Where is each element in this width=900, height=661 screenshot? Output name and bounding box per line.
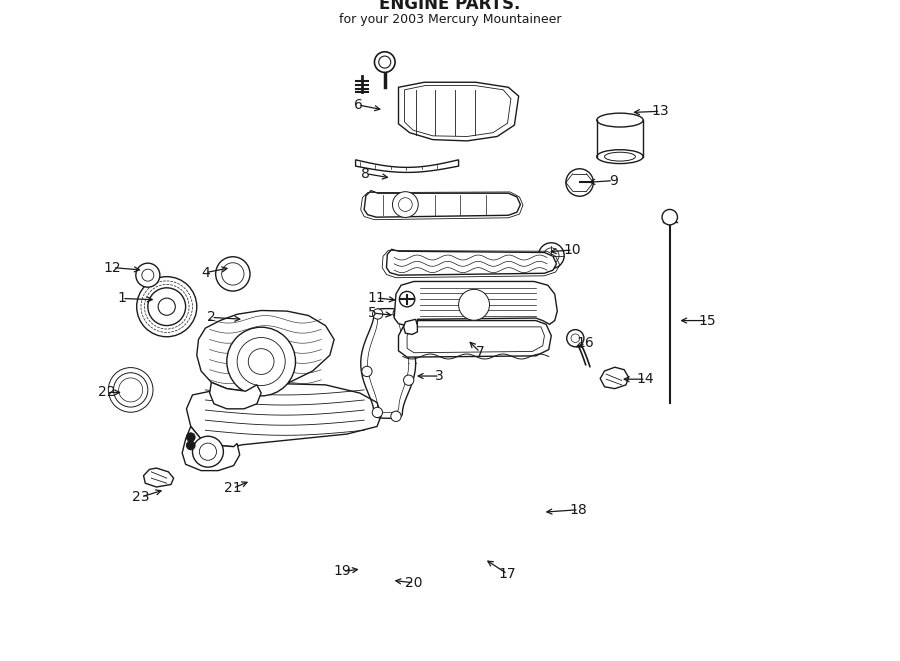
Text: 22: 22 (98, 385, 115, 399)
Polygon shape (403, 319, 418, 334)
Circle shape (113, 373, 148, 407)
Circle shape (248, 348, 274, 374)
Polygon shape (182, 426, 239, 471)
Text: 7: 7 (476, 345, 484, 359)
Text: 23: 23 (132, 490, 149, 504)
Circle shape (538, 243, 564, 268)
Text: for your 2003 Mercury Mountaineer: for your 2003 Mercury Mountaineer (338, 13, 562, 26)
Text: 6: 6 (354, 98, 363, 112)
Circle shape (119, 378, 143, 402)
Circle shape (571, 334, 580, 342)
Text: 17: 17 (499, 567, 517, 581)
Circle shape (186, 433, 195, 442)
Text: 16: 16 (577, 336, 595, 350)
Circle shape (544, 248, 559, 263)
Polygon shape (197, 311, 334, 391)
Circle shape (393, 308, 403, 319)
Circle shape (567, 330, 584, 347)
Circle shape (392, 192, 418, 217)
Polygon shape (399, 82, 518, 141)
Circle shape (221, 263, 244, 285)
Ellipse shape (605, 152, 635, 161)
Circle shape (566, 169, 593, 196)
Circle shape (399, 198, 412, 212)
Text: 2: 2 (207, 311, 216, 325)
Text: 4: 4 (201, 266, 210, 280)
Circle shape (459, 290, 490, 320)
Text: 19: 19 (334, 564, 352, 578)
Text: 11: 11 (367, 291, 385, 305)
Circle shape (662, 210, 678, 225)
Text: 9: 9 (608, 174, 617, 188)
Ellipse shape (597, 149, 644, 163)
Circle shape (374, 52, 395, 73)
Text: ENGINE PARTS.: ENGINE PARTS. (379, 0, 521, 13)
Text: 15: 15 (698, 313, 716, 328)
Polygon shape (364, 190, 520, 217)
Text: 5: 5 (368, 306, 377, 320)
Circle shape (237, 338, 285, 385)
Text: 1: 1 (118, 292, 127, 305)
Circle shape (400, 292, 415, 307)
Text: 10: 10 (564, 243, 581, 257)
Ellipse shape (597, 113, 644, 127)
Text: 13: 13 (652, 104, 669, 118)
Polygon shape (186, 383, 382, 447)
Circle shape (136, 263, 160, 287)
Polygon shape (386, 249, 556, 275)
Polygon shape (399, 321, 552, 357)
Circle shape (148, 288, 185, 326)
Text: 8: 8 (362, 167, 370, 180)
Circle shape (200, 443, 217, 460)
Polygon shape (394, 282, 557, 326)
Text: 21: 21 (224, 481, 241, 495)
Circle shape (108, 368, 153, 412)
Circle shape (373, 407, 382, 418)
Circle shape (373, 309, 382, 319)
Circle shape (137, 277, 197, 336)
Text: 14: 14 (637, 372, 654, 386)
Circle shape (193, 436, 223, 467)
Text: 20: 20 (405, 576, 423, 590)
Polygon shape (144, 468, 174, 487)
Circle shape (216, 256, 250, 291)
Circle shape (379, 56, 391, 68)
Circle shape (142, 269, 154, 281)
Text: 18: 18 (570, 503, 588, 517)
Polygon shape (210, 382, 261, 408)
Text: 3: 3 (436, 369, 444, 383)
Circle shape (158, 298, 176, 315)
Circle shape (227, 327, 295, 396)
Circle shape (391, 411, 401, 422)
Text: 12: 12 (104, 260, 122, 274)
Polygon shape (356, 160, 459, 173)
Circle shape (362, 366, 372, 377)
Circle shape (186, 441, 195, 449)
Circle shape (403, 375, 414, 385)
Polygon shape (600, 368, 628, 389)
